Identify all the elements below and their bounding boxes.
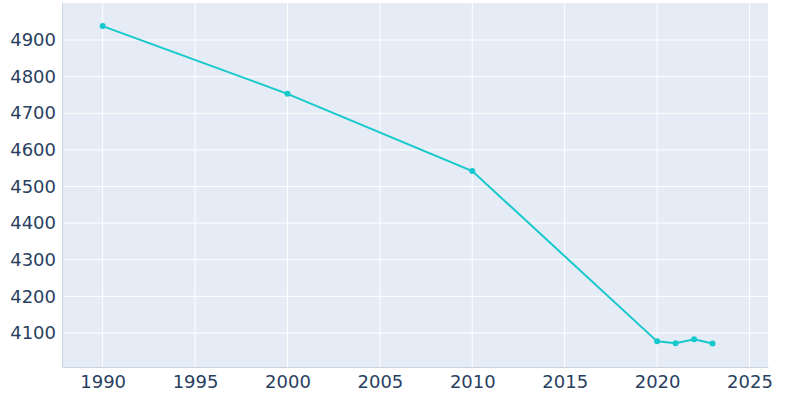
x-grid-line bbox=[472, 3, 473, 367]
y-tick-label: 4700 bbox=[10, 102, 56, 123]
x-tick-label: 2010 bbox=[450, 371, 496, 392]
y-tick-label: 4400 bbox=[10, 212, 56, 233]
y-tick: 4200 bbox=[10, 286, 62, 307]
y-tick-label: 4600 bbox=[10, 139, 56, 160]
y-axis: 4100 4200 4300 4400 4500 4600 4700 4800 4900 bbox=[10, 4, 62, 368]
x-tick-label: 2005 bbox=[357, 371, 403, 392]
y-grid-line bbox=[62, 332, 768, 333]
y-tick: 4600 bbox=[10, 139, 62, 160]
x-grid-line bbox=[195, 3, 196, 367]
x-tick: 2025 bbox=[727, 367, 773, 392]
grid bbox=[62, 3, 768, 367]
series bbox=[100, 23, 716, 346]
marker bbox=[673, 340, 679, 346]
y-tick-label: 4200 bbox=[10, 286, 56, 307]
y-grid-line bbox=[62, 76, 768, 77]
x-grid-line bbox=[657, 3, 658, 367]
y-tick: 4900 bbox=[10, 29, 62, 50]
y-grid-line bbox=[62, 149, 768, 150]
y-grid-line bbox=[62, 296, 768, 297]
marker bbox=[100, 23, 106, 29]
marker bbox=[691, 336, 697, 342]
marker bbox=[469, 168, 475, 174]
chart: 1990 1995 2000 2005 2010 2015 2020 2025 4100 4200… bbox=[0, 0, 800, 400]
marker bbox=[710, 341, 716, 347]
x-tick: 2020 bbox=[635, 367, 681, 392]
y-tick-label: 4300 bbox=[10, 249, 56, 270]
y-tick: 4300 bbox=[10, 249, 62, 270]
y-grid-line bbox=[62, 259, 768, 260]
y-grid-line bbox=[62, 113, 768, 114]
x-axis: 1990 1995 2000 2005 2010 2015 2020 2025 bbox=[63, 367, 773, 392]
marker bbox=[284, 91, 290, 97]
x-tick: 2015 bbox=[542, 367, 588, 392]
marker bbox=[654, 338, 660, 344]
line bbox=[103, 26, 713, 343]
y-axis-line bbox=[62, 4, 63, 368]
x-grid-line bbox=[564, 3, 565, 367]
y-tick: 4800 bbox=[10, 66, 62, 87]
x-tick: 2005 bbox=[357, 367, 403, 392]
x-grid-line bbox=[287, 3, 288, 367]
plot: 1990 1995 2000 2005 2010 2015 2020 2025 4100 4200… bbox=[10, 3, 773, 392]
x-tick: 2000 bbox=[265, 367, 311, 392]
y-grid-line bbox=[62, 223, 768, 224]
y-tick-label: 4900 bbox=[10, 29, 56, 50]
x-grid-line bbox=[749, 3, 750, 367]
plot-background bbox=[62, 3, 768, 367]
y-tick: 4100 bbox=[10, 322, 62, 343]
x-tick-label: 2020 bbox=[635, 371, 681, 392]
y-tick: 4400 bbox=[10, 212, 62, 233]
x-tick-label: 1990 bbox=[80, 371, 126, 392]
x-axis-line bbox=[63, 367, 769, 368]
x-grid-line bbox=[102, 3, 103, 367]
x-tick-label: 2000 bbox=[265, 371, 311, 392]
y-tick-label: 4100 bbox=[10, 322, 56, 343]
x-tick-label: 2025 bbox=[727, 371, 773, 392]
x-tick: 1995 bbox=[173, 367, 219, 392]
x-tick: 1990 bbox=[80, 367, 126, 392]
y-tick: 4500 bbox=[10, 176, 62, 197]
y-grid-line bbox=[62, 186, 768, 187]
y-tick-label: 4500 bbox=[10, 176, 56, 197]
x-grid-line bbox=[379, 3, 380, 367]
y-grid-line bbox=[62, 39, 768, 40]
x-tick-label: 2015 bbox=[542, 371, 588, 392]
y-tick: 4700 bbox=[10, 102, 62, 123]
y-tick-label: 4800 bbox=[10, 66, 56, 87]
x-tick-label: 1995 bbox=[173, 371, 219, 392]
x-tick: 2010 bbox=[450, 367, 496, 392]
